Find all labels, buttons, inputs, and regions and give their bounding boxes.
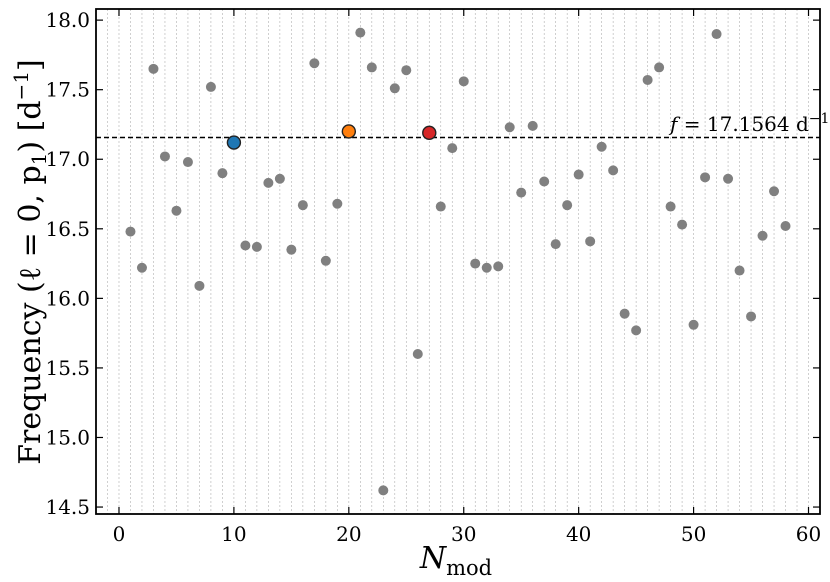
data-point — [631, 325, 642, 336]
data-point — [182, 157, 193, 168]
y-tick-label: 18.0 — [45, 8, 90, 32]
data-point — [711, 29, 722, 40]
x-tick-label: 60 — [796, 522, 821, 546]
data-point — [470, 258, 481, 269]
y-tick-label: 15.0 — [45, 425, 90, 449]
data-point — [447, 143, 458, 154]
data-point — [309, 58, 320, 69]
y-tick-label: 16.5 — [45, 217, 90, 241]
highlighted-point — [341, 124, 357, 139]
y-tick-label: 15.5 — [45, 356, 90, 380]
highlighted-point — [422, 125, 437, 141]
data-point — [539, 176, 550, 187]
data-point — [217, 168, 228, 179]
y-axis-label-sub: 1 — [27, 153, 51, 166]
data-point — [389, 83, 400, 94]
y-axis-label-unit: ) [d — [13, 100, 48, 152]
data-point — [769, 186, 780, 197]
data-point — [194, 280, 205, 291]
data-point — [516, 187, 527, 198]
data-point — [148, 63, 159, 74]
data-point — [585, 236, 596, 247]
reference-line-label-text: = 17.1564 d — [677, 112, 809, 136]
data-point — [412, 349, 423, 360]
data-point — [435, 201, 446, 212]
highlighted-point — [226, 135, 242, 150]
data-point — [608, 165, 619, 176]
data-point — [642, 74, 653, 85]
data-point — [366, 62, 377, 73]
reference-line-label-sup: −1 — [809, 111, 830, 127]
data-point — [263, 177, 274, 188]
data-point — [619, 308, 630, 319]
data-point — [274, 173, 285, 184]
y-axis-label-sup: −1 — [9, 71, 33, 100]
data-point — [665, 201, 676, 212]
data-point — [723, 173, 734, 184]
x-tick-label: 0 — [113, 522, 126, 546]
y-tick-label: 16.0 — [45, 286, 90, 310]
data-point — [458, 76, 469, 87]
data-point — [700, 172, 711, 183]
x-axis-label-sub: mod — [446, 556, 492, 580]
y-tick-label: 17.0 — [45, 147, 90, 171]
data-point — [654, 62, 665, 73]
data-point — [136, 262, 147, 273]
data-point — [746, 311, 757, 322]
data-points — [125, 27, 791, 496]
data-point — [596, 141, 607, 152]
data-point — [688, 319, 699, 330]
x-tick-label: 30 — [451, 522, 476, 546]
data-point — [493, 261, 504, 272]
data-point — [677, 219, 688, 230]
data-point — [320, 255, 331, 266]
data-point — [355, 27, 366, 38]
x-tick-label: 20 — [336, 522, 361, 546]
data-point — [757, 230, 768, 241]
data-point — [251, 241, 262, 252]
y-tick-label: 14.5 — [45, 495, 90, 519]
data-point — [286, 244, 297, 255]
plot-frame — [95, 8, 821, 515]
reference-line-label: f = 17.1564 d−1 — [668, 111, 829, 136]
data-point — [171, 205, 182, 216]
data-point — [125, 226, 136, 237]
x-axis-label-main: N — [419, 541, 448, 576]
data-point — [159, 151, 170, 162]
data-point — [297, 200, 308, 211]
grid-lines — [95, 9, 821, 514]
data-point — [205, 81, 216, 92]
data-point — [378, 485, 389, 496]
data-point — [481, 262, 492, 273]
x-tick-label: 10 — [221, 522, 246, 546]
data-point — [734, 265, 745, 276]
y-tick-label: 17.5 — [45, 78, 90, 102]
x-axis-label: Nmod — [419, 541, 492, 580]
data-point — [527, 120, 538, 131]
data-point — [562, 200, 573, 211]
data-point — [504, 122, 515, 133]
axis-ticks: 0 10 20 30 40 50 60 14.5 15.0 15.5 16.0 16.5 17.0 17.… — [45, 8, 821, 546]
data-point — [332, 198, 343, 209]
data-point — [780, 221, 791, 232]
data-point — [573, 169, 584, 180]
y-axis-label-main: Frequency (ℓ = 0, p — [13, 165, 48, 464]
y-axis-label-end: ] — [13, 59, 48, 71]
data-point — [240, 240, 251, 251]
x-tick-label: 50 — [681, 522, 706, 546]
data-point — [550, 239, 561, 250]
x-tick-label: 40 — [566, 522, 591, 546]
data-point — [401, 65, 412, 76]
y-axis-label: Frequency (ℓ = 0, p1) [d−1] — [9, 59, 51, 465]
